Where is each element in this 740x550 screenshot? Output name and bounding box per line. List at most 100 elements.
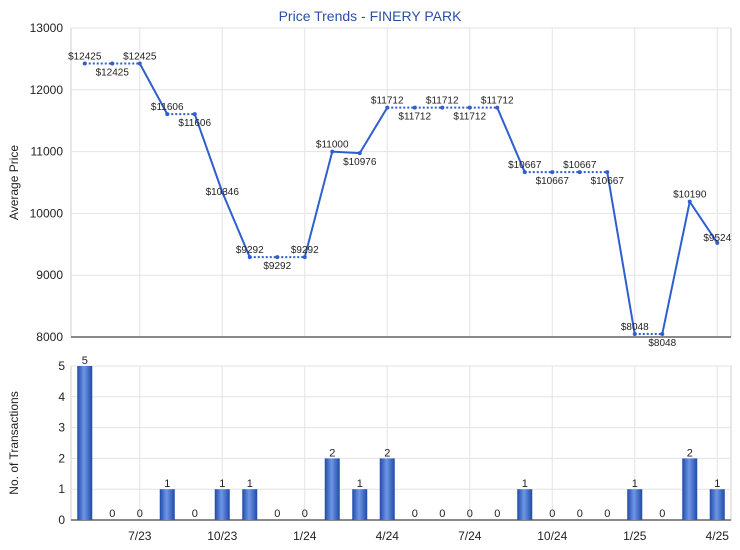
- x-tick-label: 7/23: [128, 529, 152, 543]
- transaction-bar: [682, 458, 698, 520]
- price-point: [165, 112, 170, 117]
- price-y-tick-label: 8000: [36, 330, 63, 344]
- price-point: [577, 170, 582, 175]
- price-plot-area: [70, 27, 732, 338]
- transaction-bar-label: 1: [632, 478, 638, 490]
- price-data-label: $11712: [481, 96, 514, 107]
- price-y-axis-label: Average Price: [7, 145, 21, 220]
- price-data-label: $10667: [591, 176, 625, 187]
- price-point: [632, 332, 637, 337]
- price-data-label: $9292: [263, 261, 291, 272]
- price-data-label: $11000: [316, 140, 349, 151]
- transaction-bar-label: 0: [274, 508, 280, 520]
- price-point: [385, 105, 390, 110]
- price-data-label: $10667: [536, 176, 570, 187]
- transaction-bar: [242, 489, 258, 520]
- price-line-segment: [688, 201, 719, 244]
- price-point: [412, 105, 417, 110]
- transaction-bar-label: 1: [219, 478, 225, 490]
- price-data-label: $10346: [206, 187, 240, 198]
- price-line-segment: [193, 113, 224, 193]
- price-point: [687, 199, 692, 204]
- price-data-label: $9292: [291, 245, 319, 256]
- transaction-bar-label: 0: [577, 508, 583, 520]
- price-y-tick-label: 13000: [30, 21, 64, 35]
- transaction-bar: [709, 489, 725, 520]
- x-tick-label: 1/24: [293, 529, 317, 543]
- price-point: [440, 105, 445, 110]
- transactions-y-axis-label: No. of Transactions: [7, 391, 21, 494]
- transaction-bar-label: 0: [549, 508, 555, 520]
- price-data-label: $8048: [648, 338, 676, 349]
- transaction-bar-label: 1: [522, 478, 528, 490]
- x-tick-label: 1/25: [623, 529, 647, 543]
- transaction-bar-label: 0: [439, 508, 445, 520]
- price-point: [330, 149, 335, 154]
- price-point: [467, 105, 472, 110]
- transaction-bar-label: 0: [467, 508, 473, 520]
- transaction-bar-label: 2: [384, 447, 390, 459]
- transaction-bar-label: 0: [302, 508, 308, 520]
- price-point: [357, 151, 362, 156]
- price-line-segment: [332, 150, 360, 155]
- price-line-segment: [358, 107, 389, 154]
- transaction-bar-label: 0: [109, 508, 115, 520]
- price-point: [82, 61, 87, 66]
- price-data-label: $10667: [563, 160, 597, 171]
- transaction-bar-label: 0: [659, 508, 665, 520]
- transactions-y-tick-label: 4: [58, 390, 65, 404]
- transaction-bar-label: 0: [412, 508, 418, 520]
- transaction-bar: [77, 366, 93, 520]
- price-data-label: $12425: [96, 68, 130, 79]
- price-point: [660, 332, 665, 337]
- x-tick-label: 4/24: [376, 529, 400, 543]
- transactions-y-tick-label: 5: [58, 359, 65, 373]
- transaction-bar-label: 1: [357, 478, 363, 490]
- price-data-label: $11712: [426, 96, 459, 107]
- price-data-label: $10976: [343, 157, 377, 168]
- transaction-bar: [517, 489, 533, 520]
- price-point: [605, 170, 610, 175]
- transactions-y-tick-label: 2: [58, 451, 65, 465]
- x-tick-label: 7/24: [458, 529, 482, 543]
- transaction-bar-label: 5: [82, 355, 88, 367]
- price-data-label: $10667: [508, 160, 542, 171]
- price-point: [715, 240, 720, 245]
- price-data-label: $9292: [236, 245, 264, 256]
- price-data-label: $12425: [123, 52, 157, 63]
- transaction-bar: [379, 458, 395, 520]
- price-point: [110, 61, 115, 66]
- price-line-segment: [496, 107, 526, 173]
- transaction-bar-label: 0: [494, 508, 500, 520]
- transaction-bar: [627, 489, 643, 520]
- x-tick-label: 10/24: [537, 529, 567, 543]
- transaction-bar-label: 2: [329, 447, 335, 459]
- price-y-tick-label: 9000: [36, 268, 63, 282]
- transaction-bar-label: 0: [137, 508, 143, 520]
- price-point: [220, 190, 225, 195]
- transactions-y-tick-label: 1: [58, 482, 65, 496]
- transaction-bar-label: 2: [687, 447, 693, 459]
- price-data-label: $12425: [68, 52, 102, 63]
- price-line-segment: [303, 151, 334, 258]
- transaction-bar-label: 0: [192, 508, 198, 520]
- transactions-plot-area: [70, 365, 732, 521]
- transaction-bar-label: 1: [164, 478, 170, 490]
- transactions-y-tick-label: 0: [58, 513, 65, 527]
- price-data-label: $9524: [703, 233, 731, 244]
- price-line-segment: [661, 201, 691, 335]
- price-data-label: $10190: [673, 190, 707, 201]
- transaction-bar: [214, 489, 230, 520]
- price-data-label: $11712: [398, 112, 431, 123]
- price-data-label: $8048: [621, 322, 649, 333]
- price-y-tick-label: 12000: [30, 83, 64, 97]
- price-line-segment: [606, 172, 636, 335]
- price-point: [192, 112, 197, 117]
- price-panel: 8000 9000 10000 11000 12000 13000 Average Pric…: [7, 21, 732, 349]
- price-line-segment: [138, 63, 169, 115]
- price-data-label: $11606: [178, 118, 211, 129]
- x-tick-label: 10/23: [207, 529, 237, 543]
- x-tick-label: 4/25: [706, 529, 730, 543]
- transaction-bar: [324, 458, 340, 520]
